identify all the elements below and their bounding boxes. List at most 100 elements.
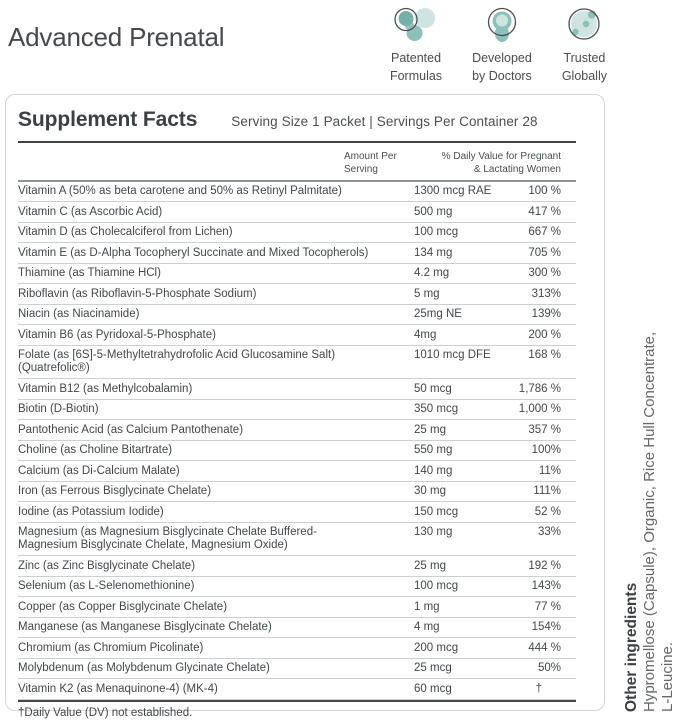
dv-header-line1: % Daily Value for Pregnant	[441, 151, 561, 162]
ingredient-name: Manganese (as Manganese Bisglycinate Che…	[18, 621, 272, 634]
amount-per-serving: 550 mg	[414, 444, 453, 457]
amount-per-serving: 500 mg	[414, 205, 453, 218]
table-row: Iron (as Ferrous Bisglycinate Chelate) 3…	[18, 482, 576, 503]
ingredient-name: Niacin (as Niacinamide)	[18, 308, 140, 321]
daily-value-column-header: % Daily Value for Pregnant & Lactating W…	[431, 150, 576, 176]
daily-value: 168 %	[528, 349, 561, 362]
other-ingredients-line1: Hypromellose (Capsule), Organic, Rice Hu…	[641, 331, 658, 712]
daily-value: 705 %	[528, 246, 561, 259]
table-row: Vitamin D (as Cholecalciferol from Liche…	[18, 223, 576, 244]
table-row: Niacin (as Niacinamide) 25mg NE 139%	[18, 305, 576, 326]
table-column-headers: Amount Per Serving % Daily Value for Pre…	[18, 150, 576, 180]
footnote: †Daily Value (DV) not established.	[18, 706, 193, 719]
amount-per-serving: 134 mg	[414, 246, 453, 259]
table-row: Copper (as Copper Bisglycinate Chelate) …	[18, 597, 576, 618]
other-ingredients-line2: L-Leucine.	[659, 641, 676, 712]
daily-value: 52 %	[534, 505, 561, 518]
supplement-facts-title: Supplement Facts	[18, 108, 198, 131]
daily-value: 417 %	[528, 205, 561, 218]
amount-per-serving: 1010 mcg DFE	[414, 349, 491, 362]
badge-label: Developed by Doctors	[472, 50, 532, 85]
amount-header-line1: Amount Per	[344, 151, 397, 162]
table-row: Thiamine (as Thiamine HCl) 4.2 mg 300 %	[18, 264, 576, 285]
ingredient-name: Riboflavin (as Riboflavin-5-Phosphate So…	[18, 287, 257, 300]
daily-value: 667 %	[528, 226, 561, 239]
amount-per-serving: 140 mg	[414, 464, 453, 477]
other-ingredients-note: Other ingredients Hypromellose (Capsule)…	[622, 292, 677, 712]
header-divider	[18, 180, 576, 182]
droplet-bulb-icon	[482, 4, 522, 46]
ingredient-name: Zinc (as Zinc Bisglycinate Chelate)	[18, 559, 196, 572]
table-row: Vitamin E (as D-Alpha Tocopheryl Succina…	[18, 243, 576, 264]
amount-header-line2: Serving	[344, 164, 378, 176]
badge-label: Patented Formulas	[390, 50, 442, 85]
badge-label-line1: Trusted	[563, 51, 606, 65]
ingredient-name: Folate (as [6S]-5-Methyltetrahydrofolic …	[18, 349, 336, 375]
daily-value: 100 %	[528, 185, 561, 198]
badge-patented-formulas: Patented Formulas	[390, 4, 442, 85]
ingredient-name: Vitamin K2 (as Menaquinone-4) (MK-4)	[18, 682, 218, 695]
amount-per-serving: 25 mg	[414, 559, 446, 572]
molecules-icon	[393, 4, 439, 46]
ingredient-name: Vitamin B12 (as Methylcobalamin)	[18, 382, 193, 395]
daily-value: 300 %	[528, 267, 561, 280]
facts-table-body: Vitamin A (50% as beta carotene and 50% …	[18, 182, 576, 700]
daily-value: †	[535, 682, 542, 695]
ingredient-name: Iron (as Ferrous Bisglycinate Chelate)	[18, 485, 212, 498]
amount-per-serving: 150 mcg	[414, 505, 459, 518]
ingredient-name: Vitamin B6 (as Pyridoxal-5-Phosphate)	[18, 328, 216, 341]
daily-value: 444 %	[528, 641, 561, 654]
daily-value: 200 %	[528, 328, 561, 341]
daily-value: 154%	[531, 621, 561, 634]
ingredient-name: Selenium (as L-Selenomethionine)	[18, 580, 195, 593]
table-row: Vitamin B6 (as Pyridoxal-5-Phosphate) 4m…	[18, 325, 576, 346]
amount-per-serving: 5 mg	[414, 287, 440, 300]
table-row: Vitamin B12 (as Methylcobalamin) 50 mcg …	[18, 379, 576, 400]
daily-value: 33%	[537, 526, 561, 539]
amount-per-serving: 1300 mcg RAE	[414, 185, 492, 198]
other-ingredients-heading: Other ingredients	[623, 582, 640, 712]
ingredient-name: Calcium (as Di-Calcium Malate)	[18, 464, 180, 477]
table-row: Manganese (as Manganese Bisglycinate Che…	[18, 618, 576, 639]
amount-per-serving: 1 mg	[414, 600, 440, 613]
amount-per-serving: 25 mcg	[414, 662, 452, 675]
daily-value: 111%	[533, 485, 561, 498]
table-row: Biotin (D-Biotin) 350 mcg 1,000 %	[18, 400, 576, 421]
daily-value: 100%	[531, 444, 561, 457]
amount-per-serving: 4 mg	[414, 621, 440, 634]
amount-per-serving: 130 mg	[414, 526, 453, 539]
table-row: Pantothenic Acid (as Calcium Pantothenat…	[18, 420, 576, 441]
ingredient-name: Copper (as Copper Bisglycinate Chelate)	[18, 600, 228, 613]
amount-per-serving: 100 mcg	[414, 580, 459, 593]
badge-label-line2: by Doctors	[472, 68, 532, 83]
footnote-divider	[18, 699, 576, 702]
ingredient-name: Vitamin A (50% as beta carotene and 50% …	[18, 185, 342, 198]
table-row: Calcium (as Di-Calcium Malate) 140 mg 11…	[18, 461, 576, 482]
title-divider	[18, 141, 576, 143]
daily-value: 192 %	[528, 559, 561, 572]
amount-per-serving: 25mg NE	[414, 308, 462, 321]
table-row: Riboflavin (as Riboflavin-5-Phosphate So…	[18, 284, 576, 305]
daily-value: 139%	[531, 308, 561, 321]
amount-per-serving: 200 mcg	[414, 641, 459, 654]
badge-label-line1: Developed	[472, 51, 532, 65]
daily-value: 1,000 %	[518, 403, 561, 416]
daily-value: 143%	[531, 580, 561, 593]
ingredient-name: Thiamine (as Thiamine HCl)	[18, 267, 161, 280]
ingredient-name: Magnesium (as Magnesium Bisglycinate Che…	[18, 526, 317, 552]
amount-per-serving: 25 mg	[414, 423, 446, 436]
amount-column-header: Amount Per Serving	[344, 150, 431, 176]
badge-label-line2: Globally	[561, 68, 607, 83]
table-row: Vitamin C (as Ascorbic Acid) 500 mg 417 …	[18, 202, 576, 223]
amount-per-serving: 60 mcg	[414, 682, 452, 695]
amount-per-serving: 100 mcg	[414, 226, 459, 239]
ingredient-name: Biotin (D-Biotin)	[18, 403, 99, 416]
daily-value: 11%	[538, 464, 561, 477]
ingredient-name: Vitamin E (as D-Alpha Tocopheryl Succina…	[18, 246, 369, 259]
table-row: Iodine (as Potassium Iodide) 150 mcg 52 …	[18, 502, 576, 523]
badge-trusted-globally: Trusted Globally	[562, 4, 607, 85]
serving-info: Serving Size 1 Packet | Servings Per Con…	[231, 114, 538, 129]
table-row: Vitamin K2 (as Menaquinone-4) (MK-4) 60 …	[18, 679, 576, 700]
table-row: Vitamin A (50% as beta carotene and 50% …	[18, 182, 576, 203]
